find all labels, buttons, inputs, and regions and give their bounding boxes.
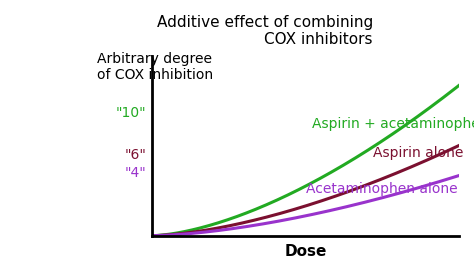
X-axis label: Dose: Dose	[284, 244, 327, 259]
Text: "4": "4"	[124, 165, 146, 180]
Text: Aspirin alone: Aspirin alone	[373, 146, 464, 160]
Text: "6": "6"	[124, 148, 146, 162]
Text: Arbitrary degree
of COX inhibition: Arbitrary degree of COX inhibition	[97, 52, 213, 82]
Text: "10": "10"	[116, 106, 146, 120]
Text: Aspirin + acetaminophen: Aspirin + acetaminophen	[312, 117, 474, 131]
Text: Acetaminophen alone: Acetaminophen alone	[306, 182, 457, 196]
Text: Additive effect of combining
COX inhibitors: Additive effect of combining COX inhibit…	[157, 15, 373, 47]
